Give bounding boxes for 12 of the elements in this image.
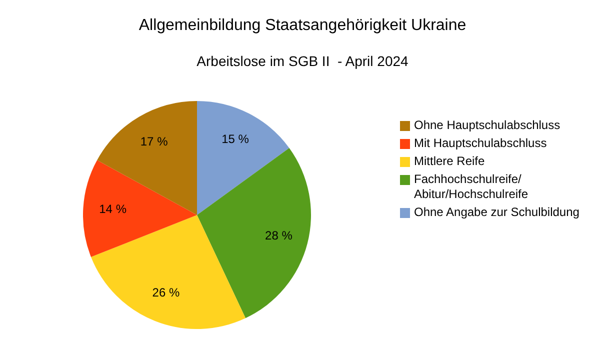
legend-label: Ohne Hauptschulabschluss (414, 118, 562, 133)
data-label: 17 % (140, 134, 168, 149)
data-label: 15 % (222, 132, 250, 146)
chart-title: Allgemeinbildung Staatsangehörigkeit Ukraine (138, 17, 468, 35)
legend-label: Ohne Angabe zur Schulbildung (414, 205, 580, 220)
legend-label: Mittlere Reife (414, 154, 486, 169)
data-label: 28 % (265, 228, 293, 242)
data-label: 26 % (152, 286, 180, 300)
data-label: 14 % (99, 202, 127, 216)
legend-label: Fachhochschulreife/ Abitur/Hochschulreife (414, 172, 530, 202)
legend-label: Mit Hauptschulabschluss (414, 136, 548, 151)
chart-subtitle: Arbeitslose im SGB II - April 2024 (196, 53, 410, 69)
